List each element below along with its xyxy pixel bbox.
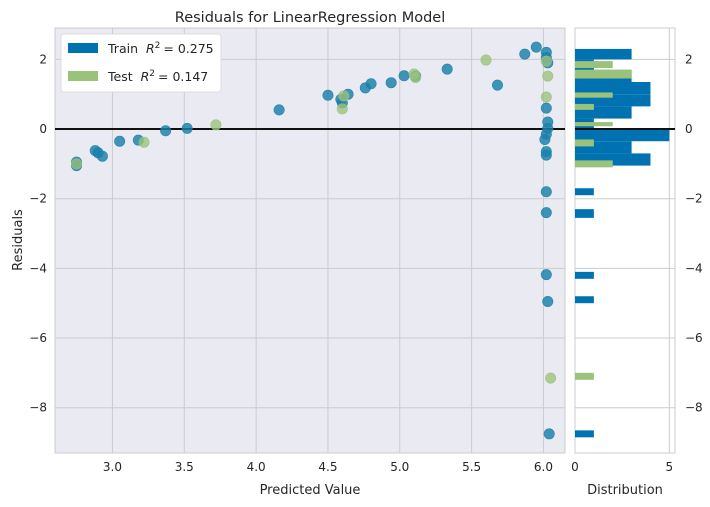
distribution-train-bar xyxy=(575,48,632,60)
test-point xyxy=(542,70,554,82)
test-point xyxy=(336,103,348,115)
y-axis-label: Residuals xyxy=(11,209,26,271)
distribution-axis-label: Distribution xyxy=(587,483,663,498)
main-tick-labels: 3.0 3.5 4.0 4.5 5.0 5.5 6.0 2 0 −2 −4 −6 −8 xyxy=(29,52,553,474)
test-points xyxy=(71,54,557,384)
distribution-test-bar xyxy=(575,122,613,127)
distribution-x-tick-label: 5 xyxy=(666,460,674,474)
distribution-test-bar xyxy=(575,139,594,147)
x-tick-label: 4.5 xyxy=(318,460,337,474)
train-point xyxy=(96,150,108,162)
y-tick-label: −4 xyxy=(29,261,47,275)
x-tick-label: 5.5 xyxy=(462,460,481,474)
train-point xyxy=(539,133,551,145)
test-point xyxy=(545,372,557,384)
train-point xyxy=(273,104,285,116)
x-tick-label: 3.5 xyxy=(175,460,194,474)
legend-train-swatch xyxy=(68,43,98,53)
main-plot-area: 3.0 3.5 4.0 4.5 5.0 5.5 6.0 2 0 −2 −4 −6 −8 Train R2… xyxy=(29,27,566,474)
distribution-y-tick-label: 2 xyxy=(685,52,693,66)
train-point xyxy=(322,89,334,101)
test-point xyxy=(71,158,83,170)
chart-title: Residuals for LinearRegression Model xyxy=(175,10,445,26)
train-point xyxy=(540,207,552,219)
distribution-train-bar xyxy=(575,271,594,279)
train-point xyxy=(543,428,555,440)
train-point xyxy=(540,149,552,161)
distribution-test-bar xyxy=(575,69,632,79)
distribution-test-bar xyxy=(575,61,613,69)
train-point xyxy=(542,295,554,307)
distribution-test-bar xyxy=(575,160,613,168)
legend: Train R2 = 0.275 Test R2 = 0.147 xyxy=(60,33,222,93)
test-point xyxy=(138,136,150,148)
distribution-test-bar xyxy=(575,372,594,380)
distribution-train-bar xyxy=(575,188,594,196)
train-point xyxy=(441,63,453,75)
distribution-x-tick-label: 0 xyxy=(571,460,579,474)
y-tick-label: 2 xyxy=(39,52,47,66)
distribution-train-bar xyxy=(575,296,594,304)
test-point xyxy=(540,55,552,67)
test-point xyxy=(210,119,222,131)
legend-test-swatch xyxy=(68,71,98,81)
distribution-train-bar xyxy=(575,129,670,142)
x-tick-label: 6.0 xyxy=(534,460,553,474)
distribution-train-bar xyxy=(575,81,651,95)
train-point xyxy=(365,78,377,90)
test-point xyxy=(480,54,492,66)
distribution-y-tick-label: −2 xyxy=(685,192,703,206)
distribution-test-bars xyxy=(575,61,632,380)
distribution-y-tick-label: −8 xyxy=(685,401,703,415)
distribution-y-tick-label: −6 xyxy=(685,331,703,345)
train-point xyxy=(530,41,542,53)
train-point xyxy=(398,70,410,82)
x-tick-label: 4.0 xyxy=(247,460,266,474)
train-point xyxy=(181,122,193,134)
distribution-y-tick-label: −4 xyxy=(685,261,703,275)
y-tick-label: 0 xyxy=(39,122,47,136)
legend-box xyxy=(60,33,222,93)
x-tick-label: 5.0 xyxy=(390,460,409,474)
y-tick-label: −2 xyxy=(29,192,47,206)
x-axis-label: Predicted Value xyxy=(260,483,361,498)
train-point xyxy=(491,79,503,91)
train-point xyxy=(160,125,172,137)
distribution-plot-area: 2 0 −2 −4 −6 −8 0 5 xyxy=(571,27,703,474)
distribution-test-bar xyxy=(575,92,613,98)
y-tick-label: −8 xyxy=(29,401,47,415)
legend-train-label: Train R2 = 0.275 xyxy=(107,41,214,56)
train-point xyxy=(540,186,552,198)
test-point xyxy=(410,71,422,83)
x-tick-label: 3.0 xyxy=(103,460,122,474)
train-point xyxy=(540,102,552,114)
train-point xyxy=(385,77,397,89)
legend-test-label: Test R2 = 0.147 xyxy=(107,69,208,84)
test-point xyxy=(540,91,552,103)
test-point xyxy=(338,90,350,102)
distribution-tick-labels: 2 0 −2 −4 −6 −8 0 5 xyxy=(571,52,703,474)
y-tick-label: −6 xyxy=(29,331,47,345)
train-point xyxy=(519,48,531,60)
distribution-test-bar xyxy=(575,103,594,110)
distribution-train-bar xyxy=(575,209,594,218)
distribution-y-tick-label: 0 xyxy=(685,122,693,136)
train-point xyxy=(540,269,552,281)
main-plot-background xyxy=(54,27,566,454)
train-point xyxy=(114,135,126,147)
distribution-train-bar xyxy=(575,430,594,438)
